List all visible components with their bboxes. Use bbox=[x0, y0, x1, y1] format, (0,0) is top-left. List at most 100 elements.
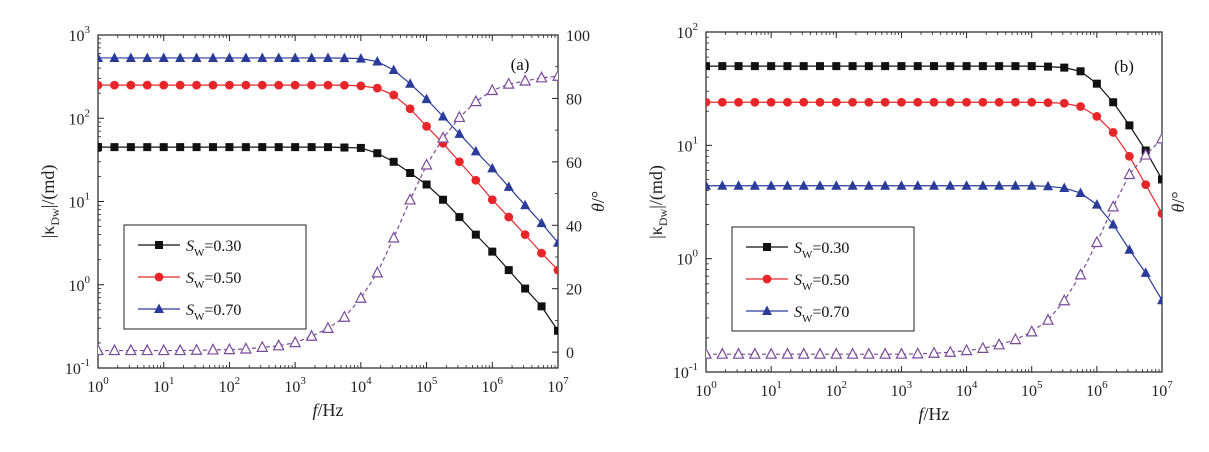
data-point-open-triangle bbox=[223, 342, 236, 355]
data-point-square bbox=[750, 62, 759, 71]
x-tick-label: 102 bbox=[219, 375, 241, 396]
data-point-triangle bbox=[1026, 180, 1037, 190]
data-point-square bbox=[763, 243, 771, 251]
data-point-square bbox=[734, 62, 743, 71]
data-point-square bbox=[783, 62, 792, 71]
data-point-square bbox=[929, 62, 938, 71]
legend-label: SW=0.30 bbox=[794, 240, 849, 261]
series-3 bbox=[706, 132, 1162, 359]
data-point-open-triangle bbox=[256, 340, 269, 352]
data-point-open-triangle bbox=[453, 110, 466, 123]
data-point-open-triangle bbox=[206, 343, 219, 355]
data-point-circle bbox=[192, 80, 201, 90]
legend-item: SW=0.70 bbox=[138, 302, 241, 323]
data-point-square bbox=[881, 62, 890, 71]
data-point-open-triangle bbox=[519, 74, 532, 86]
data-point-square bbox=[995, 62, 1004, 71]
data-point-square bbox=[706, 62, 710, 71]
x-axis-label: f/Hz bbox=[312, 400, 343, 420]
data-point-square bbox=[554, 326, 558, 335]
data-point-triangle bbox=[896, 180, 907, 190]
data-point-triangle bbox=[191, 52, 202, 62]
data-point-square bbox=[1109, 98, 1118, 107]
data-point-triangle bbox=[125, 52, 136, 62]
data-point-open-triangle bbox=[420, 158, 433, 170]
data-point-triangle bbox=[912, 180, 923, 190]
data-point-triangle bbox=[1157, 294, 1162, 305]
data-point-open-triangle bbox=[1090, 235, 1103, 248]
data-point-triangle bbox=[355, 53, 366, 63]
y-right-tick-label: 0 bbox=[566, 345, 574, 362]
legend-label: SW=0.30 bbox=[186, 238, 241, 259]
data-point-triangle bbox=[109, 52, 120, 62]
data-point-square bbox=[143, 143, 152, 152]
data-point-square bbox=[406, 168, 415, 177]
data-point-triangle bbox=[977, 180, 988, 190]
data-point-square bbox=[323, 143, 332, 152]
data-point-triangle bbox=[388, 64, 399, 74]
data-point-square bbox=[98, 143, 102, 152]
data-point-square bbox=[848, 62, 857, 71]
series-2 bbox=[706, 180, 1162, 305]
data-point-circle bbox=[1125, 151, 1134, 161]
y-left-tick-label: 103 bbox=[69, 24, 91, 45]
data-point-square bbox=[176, 143, 185, 152]
data-point-open-triangle bbox=[716, 347, 729, 359]
series-3 bbox=[98, 69, 558, 356]
data-point-open-triangle bbox=[732, 347, 745, 359]
data-point-circle bbox=[962, 97, 971, 107]
y-right-axis-label: θ/° bbox=[588, 191, 608, 212]
data-point-square bbox=[159, 143, 168, 152]
y-left-tick-label: 101 bbox=[69, 191, 91, 212]
y-left-tick-label: 100 bbox=[677, 248, 699, 269]
x-tick-label: 102 bbox=[826, 379, 848, 400]
data-point-circle bbox=[340, 80, 349, 90]
data-point-circle bbox=[897, 97, 906, 107]
chart-panel-b: 100 101 102 103 104 105 106 107f/Hz10-110010110… bbox=[646, 21, 1188, 424]
data-point-circle bbox=[1043, 98, 1053, 108]
data-point-circle bbox=[323, 80, 333, 90]
data-point-open-triangle bbox=[1042, 313, 1055, 325]
x-tick-label: 107 bbox=[547, 375, 569, 396]
y-left-tick-label: 10-1 bbox=[65, 357, 90, 378]
data-point-square bbox=[155, 241, 163, 249]
data-point-square bbox=[110, 143, 119, 152]
y-left-tick-label: 100 bbox=[69, 274, 91, 295]
panel-label: (b) bbox=[1114, 57, 1134, 76]
y-left-axis-label: |κDw|/(md) bbox=[646, 165, 670, 239]
x-tick-label: 101 bbox=[153, 375, 175, 396]
data-point-open-triangle bbox=[338, 310, 351, 322]
legend: SW=0.30 SW=0.50 SW=0.70 bbox=[731, 226, 915, 332]
data-point-square bbox=[126, 143, 135, 152]
data-point-triangle bbox=[224, 52, 235, 62]
data-point-open-triangle bbox=[748, 347, 761, 359]
legend-item: SW=0.30 bbox=[746, 240, 849, 261]
data-point-square bbox=[832, 62, 841, 71]
data-point-circle bbox=[929, 97, 939, 107]
series-0 bbox=[706, 62, 1162, 184]
data-point-circle bbox=[110, 80, 119, 90]
data-point-square bbox=[815, 62, 824, 71]
data-point-triangle bbox=[454, 128, 465, 138]
data-point-open-triangle bbox=[797, 347, 810, 359]
data-point-open-triangle bbox=[1123, 167, 1136, 180]
data-point-triangle bbox=[717, 180, 728, 190]
data-point-square bbox=[1076, 67, 1085, 76]
data-point-triangle bbox=[961, 180, 972, 190]
data-point-circle bbox=[422, 121, 431, 131]
data-point-triangle bbox=[175, 52, 186, 62]
data-point-open-triangle bbox=[354, 291, 367, 303]
data-point-open-triangle bbox=[879, 347, 892, 359]
data-point-circle bbox=[706, 97, 711, 107]
data-point-square bbox=[978, 62, 987, 71]
data-point-square bbox=[897, 62, 906, 71]
data-point-open-triangle bbox=[1058, 293, 1071, 306]
data-point-open-triangle bbox=[1025, 325, 1038, 337]
x-tick-label: 106 bbox=[1086, 379, 1108, 400]
data-point-open-triangle bbox=[765, 347, 778, 359]
data-point-circle bbox=[1011, 97, 1020, 107]
data-point-open-triangle bbox=[846, 347, 859, 359]
data-point-triangle bbox=[142, 52, 153, 62]
data-point-triangle bbox=[421, 93, 432, 104]
data-point-open-triangle bbox=[98, 343, 104, 356]
